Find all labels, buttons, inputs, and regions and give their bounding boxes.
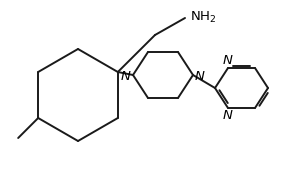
Text: N: N [121, 69, 131, 82]
Text: N: N [223, 54, 233, 67]
Text: N: N [195, 69, 205, 82]
Text: NH$_2$: NH$_2$ [190, 9, 216, 25]
Text: N: N [223, 109, 233, 122]
